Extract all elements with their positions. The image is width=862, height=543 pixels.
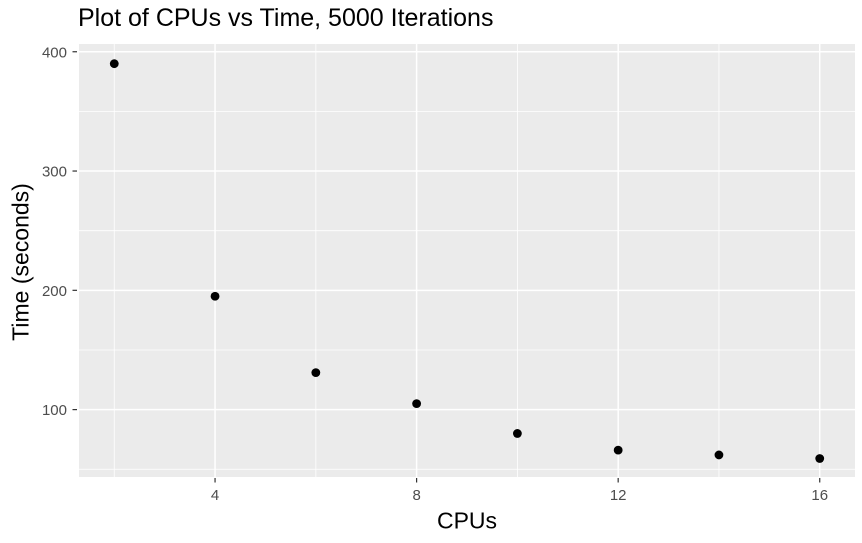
data-point bbox=[714, 450, 724, 460]
data-point bbox=[311, 368, 321, 378]
x-tick-label: 12 bbox=[610, 487, 627, 504]
data-point bbox=[412, 399, 422, 409]
data-point bbox=[512, 429, 522, 438]
y-tick-label: 200 bbox=[42, 283, 67, 300]
x-axis-title: CPUs bbox=[436, 507, 498, 534]
panel-background bbox=[79, 44, 855, 477]
data-point bbox=[210, 291, 220, 301]
data-point bbox=[613, 445, 623, 455]
y-tick-label: 400 bbox=[42, 44, 67, 61]
x-tick-label: 4 bbox=[211, 487, 219, 504]
chart-title: Plot of CPUs vs Time, 5000 Iterations bbox=[78, 4, 494, 32]
data-point bbox=[109, 59, 119, 69]
data-point bbox=[815, 454, 825, 463]
x-tick-label: 16 bbox=[811, 487, 828, 504]
x-tick-label: 8 bbox=[412, 487, 420, 504]
y-tick-label: 300 bbox=[42, 164, 67, 181]
y-tick-label: 100 bbox=[42, 402, 67, 419]
